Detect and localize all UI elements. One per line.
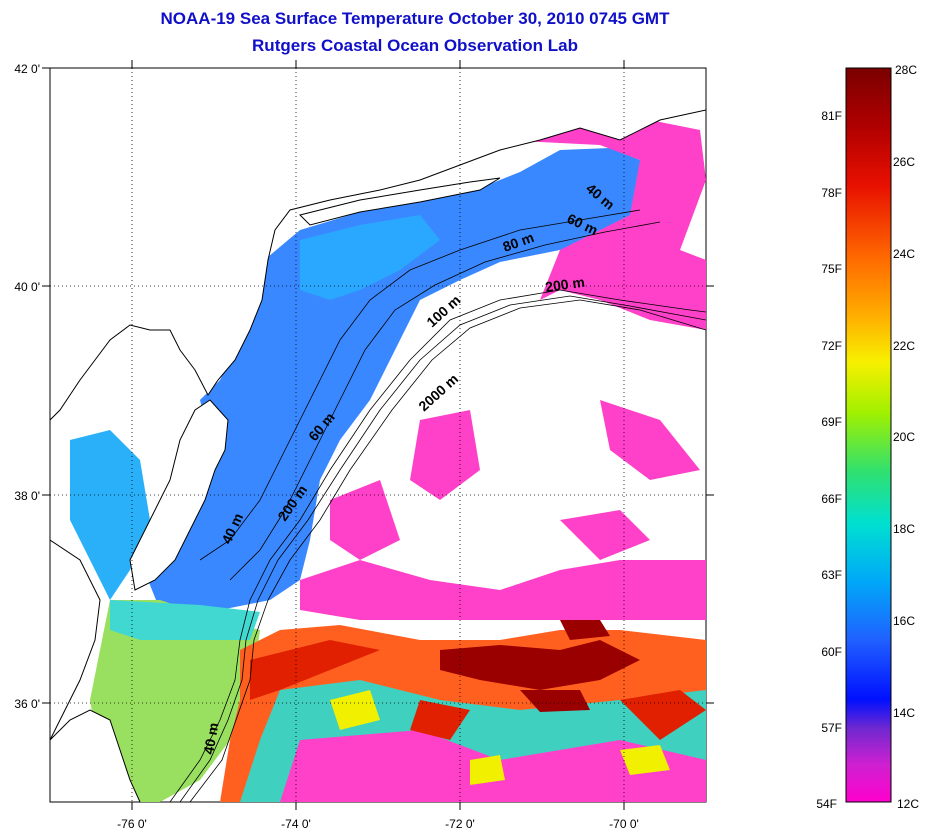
cb-c-12: 12C [897,797,919,811]
longitude-labels: -76 0' -74 0' -72 0' -70 0' [117,817,639,831]
cb-f-69: 69F [821,415,842,429]
lat-label-40: 40 0' [14,280,40,294]
sst-field: 40 m 60 m 80 m 200 m 100 m 2000 m 60 m 2… [50,68,706,802]
cloud-pink-south [300,560,706,620]
cb-f-78: 78F [821,186,842,200]
gulf-stream-red [250,640,706,740]
lon-label-74: -74 0' [281,817,311,831]
cloud-pink-north [500,118,706,330]
cape-water-cyan [110,600,260,640]
gulf-stream-yellow [330,690,670,785]
cb-f-81: 81F [821,109,842,123]
lat-label-36: 36 0' [14,697,40,711]
lon-label-76: -76 0' [117,817,147,831]
lon-label-72: -72 0' [445,817,475,831]
bay-water [70,430,150,600]
cb-f-54: 54F [816,797,837,811]
lat-label-38: 38 0' [14,489,40,503]
depth-label-200m: 200 m [544,274,586,295]
long-island [299,177,501,226]
colorbar-celsius-labels: 28C 26C 24C 22C 20C 18C 16C 14C 12C [893,63,919,811]
nc-land [50,709,141,802]
cb-c-18: 18C [893,522,915,536]
delmarva-land [129,399,229,591]
cb-c-22: 22C [893,339,915,353]
cb-f-75: 75F [821,262,842,276]
virginia-land [50,539,101,741]
cb-f-66: 66F [821,492,842,506]
cb-f-72: 72F [821,339,842,353]
colorbar-fahrenheit-labels: 81F 78F 75F 72F 69F 66F 63F 60F 57F 54F [816,109,842,811]
cb-c-14: 14C [893,706,915,720]
cb-c-26: 26C [893,155,915,169]
lat-label-42: 42 0' [14,62,40,76]
depth-label-40m-c: 40 m [200,721,221,755]
map-title: NOAA-19 Sea Surface Temperature October … [160,9,670,28]
cb-c-16: 16C [893,614,915,628]
cb-c-28: 28C [895,63,917,77]
land-mass [50,68,706,421]
graticule [50,68,706,802]
axis-ticks [42,60,714,810]
cb-c-24: 24C [893,247,915,261]
bathymetry-contours [169,209,706,802]
gulf-stream-core-darkred [440,620,640,712]
cb-f-60: 60F [821,645,842,659]
map-subtitle: Rutgers Coastal Ocean Observation Lab [252,36,578,55]
cloud-pink-patches [330,400,700,560]
colorbar [845,67,892,803]
latitude-labels: 42 0' 40 0' 38 0' 36 0' [14,62,40,711]
lon-label-70: -70 0' [609,817,639,831]
cb-c-20: 20C [893,430,915,444]
cb-f-57: 57F [821,721,842,735]
cape-water [90,600,260,802]
shelf-water-cyan [300,215,440,300]
cb-f-63: 63F [821,568,842,582]
